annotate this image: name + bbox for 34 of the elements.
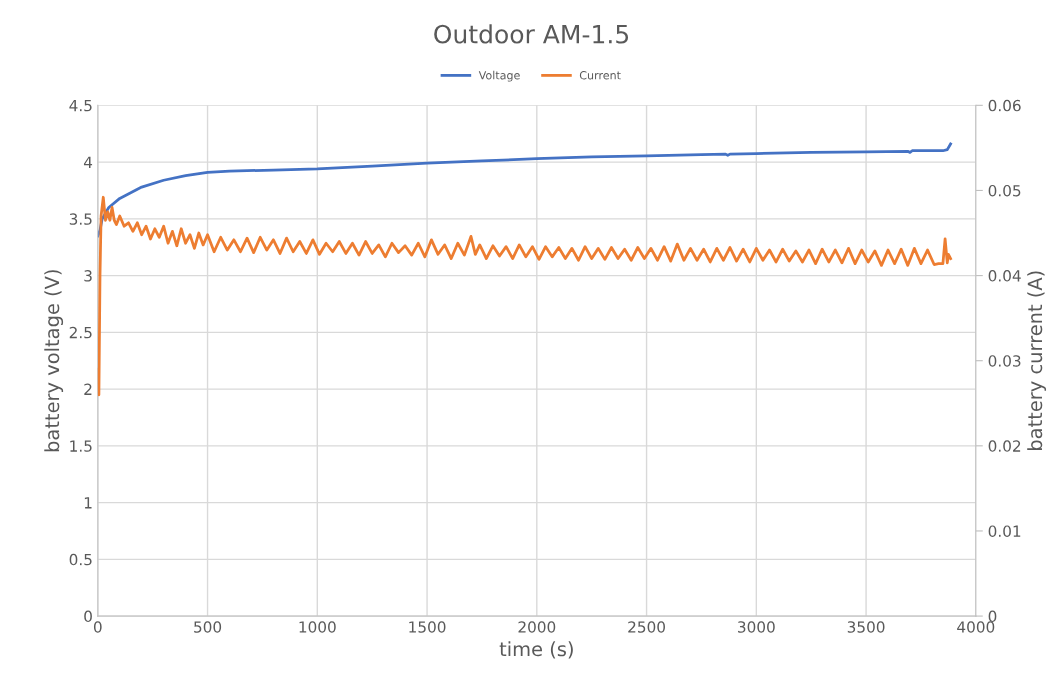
x-tick-label: 0 — [93, 621, 102, 633]
y2-axis-title: battery current (A) — [1027, 271, 1047, 450]
y2-tick-label: 0.06 — [988, 99, 1021, 112]
x-tick-label: 2500 — [628, 621, 665, 633]
y2-tick-label: 0.05 — [988, 184, 1021, 197]
line-series — [97, 195, 952, 397]
line-series — [97, 142, 952, 238]
x-tick-label: 3000 — [738, 621, 775, 633]
y2-tick-label: 0.04 — [988, 270, 1021, 282]
y-tick-label: 3 — [84, 270, 92, 282]
y-tick-label: 2 — [84, 383, 92, 395]
chart-title: Outdoor AM-1.5 — [434, 24, 629, 44]
legend-label: Voltage — [478, 70, 520, 82]
x-tick-label: 3500 — [847, 621, 885, 633]
x-tick-label: 500 — [194, 621, 222, 633]
y-tick-label: 4.5 — [69, 100, 92, 112]
x-axis-title: time (s) — [499, 641, 573, 659]
y2-tick-label: 0.03 — [988, 355, 1021, 367]
y-axis-title: battery voltage (V) — [44, 270, 64, 452]
y-tick-label: 3.5 — [69, 213, 92, 225]
x-tick-label: 1000 — [299, 621, 336, 633]
y-tick-label: 1 — [84, 497, 92, 509]
y2-tick-label: 0.01 — [988, 525, 1021, 537]
x-tick-label: 1500 — [409, 621, 446, 633]
legend-label: Current — [579, 71, 621, 80]
y2-tick-label: 0.02 — [988, 440, 1021, 452]
y-tick-label: 4 — [83, 156, 93, 168]
y2-tick-label: 0 — [988, 610, 997, 623]
x-tick-label: 2000 — [518, 621, 556, 633]
y-tick-label: 0 — [84, 610, 92, 623]
y-tick-label: 2.5 — [69, 326, 92, 339]
y-tick-label: 1.5 — [70, 440, 92, 452]
y-tick-label: 0.5 — [69, 553, 92, 566]
x-tick-label: 4000 — [957, 621, 995, 633]
